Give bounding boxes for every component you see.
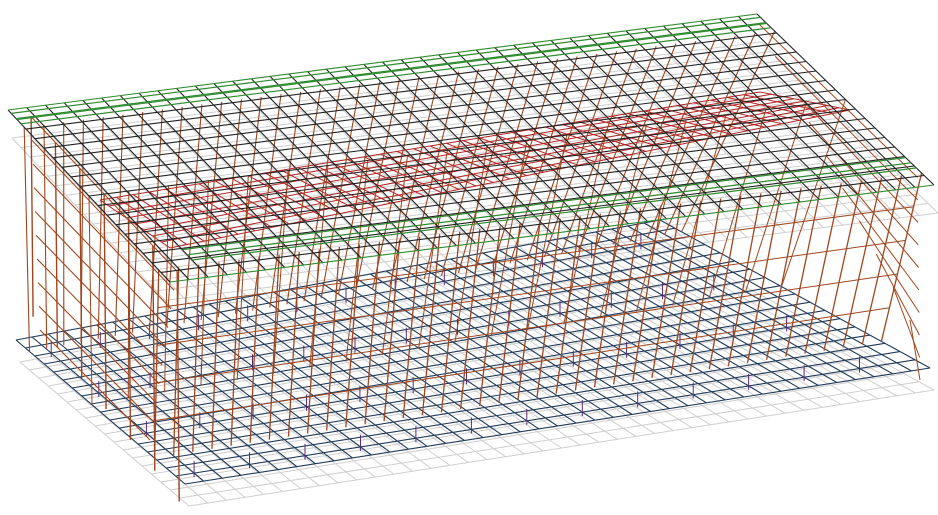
ghost-top-mesh [11, 41, 938, 311]
bottom-mesh [15, 219, 931, 485]
green-band [11, 16, 917, 261]
ghost-bottom-mesh [19, 241, 935, 507]
wall-horizontals [30, 23, 921, 441]
top-mesh [7, 13, 935, 283]
